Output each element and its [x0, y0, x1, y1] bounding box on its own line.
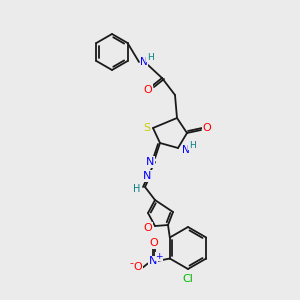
Text: N: N	[146, 157, 154, 167]
Text: N: N	[143, 171, 151, 181]
Text: O: O	[144, 85, 152, 95]
Text: N: N	[182, 145, 190, 155]
Text: H: H	[133, 184, 141, 194]
Text: Cl: Cl	[183, 274, 194, 284]
Text: O: O	[144, 223, 152, 233]
Text: S: S	[143, 123, 151, 133]
Text: H: H	[147, 52, 153, 62]
Text: O: O	[149, 238, 158, 248]
Text: H: H	[189, 140, 195, 149]
Text: N: N	[140, 57, 148, 67]
Text: O: O	[134, 262, 142, 272]
Text: O: O	[202, 123, 211, 133]
Text: N: N	[148, 256, 157, 266]
Text: +: +	[155, 252, 163, 261]
Text: -: -	[130, 259, 134, 269]
